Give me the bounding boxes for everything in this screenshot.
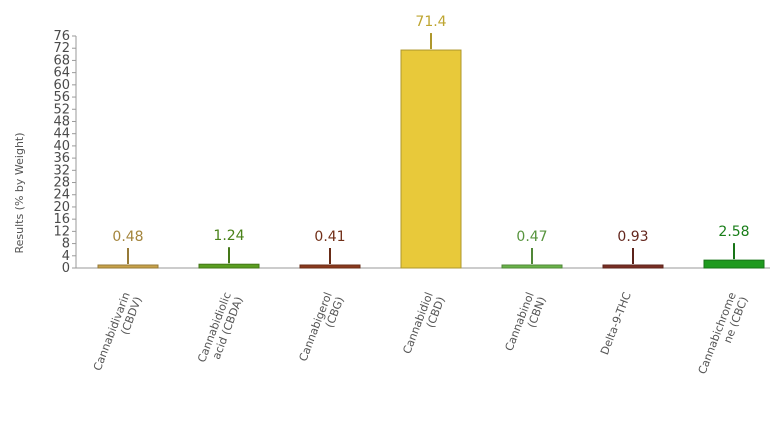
value-label-2: 1.24 <box>213 228 244 244</box>
bar-5 <box>501 264 563 269</box>
bar-6 <box>602 264 664 269</box>
y-axis-label: Results (% by Weight) <box>13 132 26 253</box>
y-tick-label: 64 <box>53 66 70 81</box>
x-tick-label-2: Cannabidiolicacid (CBDA) <box>195 290 245 368</box>
value-label-4: 71.4 <box>415 14 446 30</box>
bar-4 <box>400 49 462 269</box>
y-tick-label: 28 <box>53 176 70 191</box>
y-tick-label: 24 <box>53 188 70 203</box>
y-tick-label: 36 <box>53 151 70 166</box>
y-tick-label: 4 <box>62 249 70 264</box>
y-tick-label: 68 <box>53 53 70 68</box>
value-labels: 0.48 1.24 0.41 71.4 0.47 0.93 2.58 <box>112 14 750 264</box>
x-tick-label-4: Cannabidiol(CBD) <box>400 290 447 360</box>
bars <box>97 49 765 269</box>
x-tick-label-line: Delta-9-THC <box>598 290 634 357</box>
y-tick-label: 60 <box>53 78 70 93</box>
y-tick-label: 52 <box>53 102 70 117</box>
x-tick-label-5: Cannabinol(CBN) <box>502 290 548 357</box>
y-tick-label: 16 <box>53 212 70 227</box>
y-tick-label: 44 <box>53 127 70 142</box>
y-tick-label: 0 <box>62 261 70 276</box>
x-tick-label-7: Cannabichromene (CBC) <box>696 290 751 380</box>
x-tick-labels: Cannabidivarin(CBDV) Cannabidiolicacid (C… <box>91 290 751 380</box>
bar-7 <box>703 259 765 269</box>
value-label-7: 2.58 <box>718 224 749 240</box>
bar-2 <box>198 263 260 269</box>
y-tick-label: 76 <box>53 29 70 44</box>
y-tick-label: 56 <box>53 90 70 105</box>
y-tick-label: 72 <box>53 41 70 56</box>
value-label-1: 0.48 <box>112 229 143 245</box>
y-tick-label: 12 <box>53 224 70 239</box>
y-tick-label: 8 <box>62 237 70 252</box>
bar-1 <box>97 264 159 269</box>
y-tick-label: 40 <box>53 139 70 154</box>
value-label-6: 0.93 <box>617 229 648 245</box>
x-tick-label-6: Delta-9-THC <box>598 290 634 357</box>
value-label-3: 0.41 <box>314 229 345 245</box>
value-label-5: 0.47 <box>516 229 547 245</box>
x-tick-label-3: Cannabigerol(CBG) <box>297 290 347 367</box>
y-tick-label: 20 <box>53 200 70 215</box>
x-tick-label-1: Cannabidivarin(CBDV) <box>91 290 145 377</box>
bar-3 <box>299 264 361 269</box>
y-tick-label: 48 <box>53 114 70 129</box>
y-tick-label: 32 <box>53 163 70 178</box>
